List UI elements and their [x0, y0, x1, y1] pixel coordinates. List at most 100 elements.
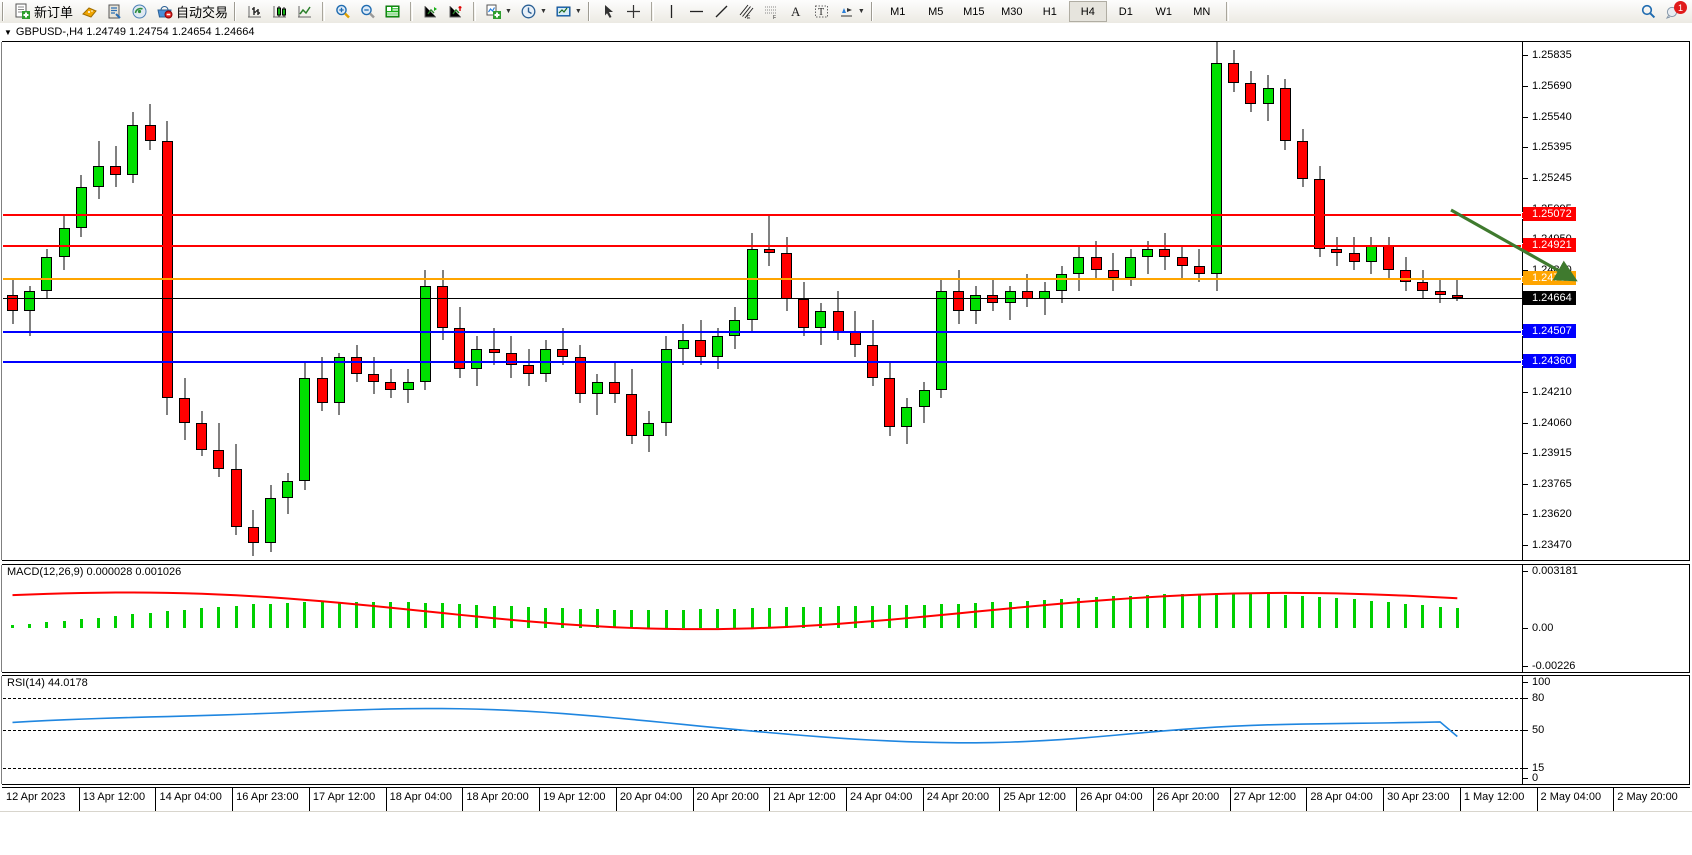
macd-panel[interactable]: MACD(12,26,9) 0.000028 0.001026 0.003181… [1, 564, 1690, 673]
price-axis[interactable]: 1.25835 1.25690 1.25540 1.25395 1.25245 1.250… [1522, 42, 1689, 560]
timeframe-h4[interactable]: H4 [1068, 1, 1107, 22]
indicators-button[interactable]: ▼ [481, 0, 516, 23]
period-button[interactable]: ▼ [516, 0, 551, 23]
signals-button[interactable] [127, 0, 152, 23]
macd-histogram-bar [1404, 603, 1408, 628]
macd-histogram-bar [733, 608, 737, 628]
trendline-button[interactable] [709, 0, 734, 23]
rsi-panel[interactable]: RSI(14) 44.0178 100 80 50 15 0 [1, 675, 1690, 785]
grid-button[interactable] [380, 0, 405, 23]
resistance-line-1-badge[interactable]: 1.25072 [1523, 206, 1576, 221]
time-axis[interactable]: 12 Apr 2023 13 Apr 12:00 14 Apr 04:00 16 Ap… [2, 787, 1690, 812]
macd-tick: 0.00 [1523, 622, 1553, 634]
equidistant-channel-button[interactable]: E [734, 0, 759, 23]
candle [1107, 42, 1119, 560]
chevron-down-icon[interactable]: ▼ [505, 8, 512, 15]
fibonacci-button[interactable]: F [759, 0, 784, 23]
search-icon [1640, 3, 1657, 20]
svg-text:A: A [791, 4, 801, 19]
support-line-1-badge[interactable]: 1.24507 [1523, 323, 1576, 338]
price-plot[interactable] [3, 42, 1523, 560]
macd-plot[interactable] [3, 565, 1523, 672]
chevron-down-icon[interactable]: ▼ [574, 8, 582, 15]
macd-axis: 0.003181 0.00 -0.00226 [1522, 565, 1689, 672]
candle [41, 42, 53, 560]
bottom-bar [0, 811, 1692, 855]
candle [987, 42, 999, 560]
macd-histogram-bar [114, 616, 118, 628]
pivot-line[interactable] [3, 276, 1523, 283]
toolbar-grip-4[interactable] [870, 2, 875, 21]
rsi-plot[interactable] [3, 676, 1523, 784]
candle [781, 42, 792, 560]
alerts-button[interactable]: 1 [1661, 0, 1687, 23]
toolbar-separator-3 [473, 2, 477, 21]
support-line-2[interactable] [3, 359, 1523, 367]
zoom-out-button[interactable] [355, 0, 380, 23]
macd-histogram-bar [406, 602, 410, 628]
bar-chart-icon [246, 3, 263, 20]
crosshair-button[interactable] [621, 0, 646, 23]
line-chart-button[interactable] [292, 0, 317, 23]
macd-histogram-bar [1283, 594, 1287, 628]
toolbar-grip[interactable] [2, 2, 6, 21]
vertical-line-button[interactable] [659, 0, 684, 23]
candle [230, 42, 242, 560]
toolbar-grip-2[interactable] [234, 2, 239, 21]
search-button[interactable] [1636, 0, 1661, 23]
line-handle[interactable] [1521, 211, 1523, 219]
macd-histogram-bar [1335, 597, 1339, 628]
horizontal-line-icon [688, 3, 705, 20]
new-order-button[interactable]: 新订单 [10, 0, 77, 23]
macd-histogram-bar [45, 622, 49, 628]
text-label-button[interactable]: T [809, 0, 834, 23]
timeframe-w1[interactable]: W1 [1155, 5, 1173, 18]
timeframe-m15[interactable]: M15 [963, 5, 985, 18]
line-handle[interactable] [1521, 276, 1523, 283]
timeframe-m5[interactable]: M5 [928, 5, 944, 18]
macd-histogram-bar [647, 609, 651, 628]
zoom-in-button[interactable] [330, 0, 355, 23]
cheese-button[interactable] [77, 0, 102, 23]
resistance-line-2[interactable] [3, 242, 1523, 250]
line-handle[interactable] [1521, 359, 1523, 367]
chart-menu-caret-icon[interactable]: ▼ [4, 27, 12, 37]
terminal-button[interactable] [102, 0, 127, 23]
text-button[interactable]: A [784, 0, 809, 23]
time-tick: 26 Apr 20:00 [1156, 791, 1220, 803]
timeframe-h1[interactable]: H1 [1042, 5, 1057, 18]
support-line-1[interactable] [3, 328, 1523, 336]
bar-chart-button[interactable] [242, 0, 267, 23]
cursor-button[interactable] [596, 0, 621, 23]
chart-shift-button[interactable] [443, 0, 468, 23]
timeframe-m30[interactable]: M30 [1001, 5, 1023, 18]
chevron-down-icon[interactable]: ▼ [539, 8, 547, 15]
zoom-out-icon [359, 3, 376, 20]
timeframe-m1[interactable]: M1 [890, 5, 906, 18]
candle [557, 42, 569, 560]
candle [660, 42, 672, 560]
rsi-axis: 100 80 50 15 0 [1522, 676, 1689, 784]
shapes-button[interactable]: ▼ [834, 0, 869, 23]
macd-histogram-bar [1318, 596, 1322, 628]
downtrend-arrow[interactable] [1443, 200, 1583, 290]
chevron-down-icon[interactable]: ▼ [857, 8, 865, 15]
candle [316, 42, 328, 560]
data-window-button[interactable] [418, 0, 443, 23]
resistance-line-1[interactable] [3, 211, 1523, 219]
resistance-line-2-badge[interactable]: 1.24921 [1523, 237, 1576, 252]
support-line-2-badge[interactable]: 1.24360 [1523, 354, 1576, 369]
candle [1314, 42, 1326, 560]
line-handle[interactable] [1521, 328, 1523, 336]
toolbar-grip-3[interactable] [587, 2, 592, 21]
candlestick-chart-button[interactable] [267, 0, 292, 23]
market-button[interactable]: 自动交易 [152, 0, 232, 23]
price-panel[interactable]: 1.25835 1.25690 1.25540 1.25395 1.25245 1.250… [1, 41, 1690, 561]
candle [402, 42, 414, 560]
templates-button[interactable]: ▼ [551, 0, 586, 23]
time-tick: 1 May 12:00 [1463, 791, 1525, 803]
timeframe-d1[interactable]: D1 [1118, 5, 1133, 18]
timeframe-mn[interactable]: MN [1193, 5, 1211, 18]
horizontal-line-button[interactable] [684, 0, 709, 23]
macd-histogram-bar [716, 608, 720, 628]
